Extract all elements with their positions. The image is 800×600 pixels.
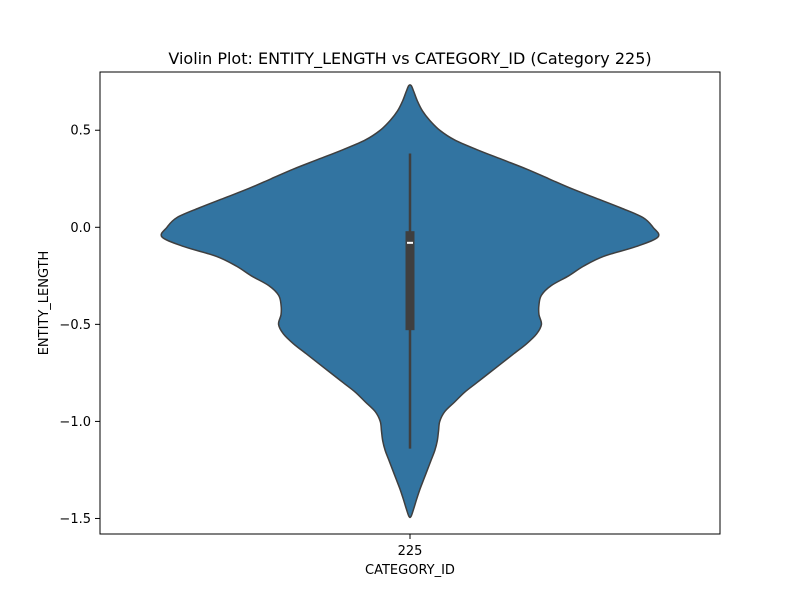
y-tick-label: 0.5 (70, 124, 91, 139)
plot-area (160, 84, 660, 519)
chart-title: Violin Plot: ENTITY_LENGTH vs CATEGORY_I… (168, 49, 651, 69)
y-tick-label: −0.5 (59, 318, 91, 333)
y-tick-label: 0.0 (70, 221, 91, 236)
y-axis: 0.5 0.0 −0.5 −1.0 −1.5 (59, 124, 100, 527)
y-tick-label: −1.5 (59, 512, 91, 527)
x-tick-label: 225 (398, 544, 423, 559)
y-tick-label: −1.0 (59, 415, 91, 430)
x-axis: 225 (398, 534, 423, 559)
y-axis-label: ENTITY_LENGTH (37, 251, 52, 356)
x-axis-label: CATEGORY_ID (365, 563, 455, 578)
violin-iqr-box (405, 231, 415, 331)
violin-median-marker (407, 241, 413, 244)
